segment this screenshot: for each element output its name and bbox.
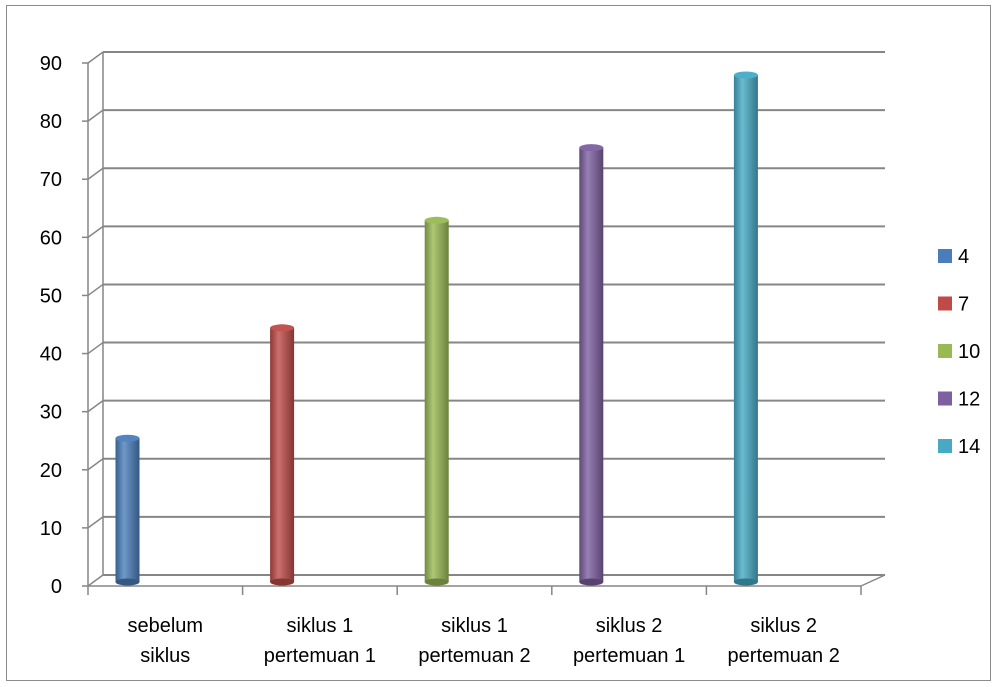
legend-item: 10 bbox=[938, 341, 980, 363]
gridline-depth bbox=[87, 109, 104, 122]
axes bbox=[82, 52, 886, 595]
legend-swatch bbox=[938, 391, 952, 406]
bar-top bbox=[424, 216, 449, 224]
bar-base bbox=[115, 578, 140, 586]
bar-body bbox=[115, 438, 140, 582]
x-tick-label: siklus 2 pertemuan 1 bbox=[573, 615, 685, 667]
legend-item: 14 bbox=[938, 436, 980, 458]
gridline-depth bbox=[87, 458, 104, 471]
legend-label: 10 bbox=[958, 341, 980, 363]
y-tick-label: 0 bbox=[51, 576, 62, 598]
bar-top bbox=[733, 71, 758, 79]
y-tick-label: 80 bbox=[40, 111, 62, 133]
x-axis-ticks: sebelum siklus siklus 1 pertemuan 1 siklus 1… bbox=[127, 615, 839, 667]
bar-body bbox=[733, 75, 758, 583]
legend-label: 4 bbox=[958, 246, 969, 268]
x-axis-depth-line bbox=[860, 574, 886, 587]
legend-label: 14 bbox=[958, 436, 980, 458]
y-tick-label: 90 bbox=[40, 53, 62, 75]
bar-body bbox=[424, 220, 449, 583]
gridlines bbox=[87, 51, 885, 587]
legend-swatch bbox=[938, 439, 952, 453]
y-tick-label: 20 bbox=[40, 460, 62, 482]
bar bbox=[579, 144, 604, 586]
x-tick-label: siklus 1 pertemuan 1 bbox=[264, 615, 376, 667]
bar-top bbox=[579, 144, 604, 152]
legend-item: 12 bbox=[938, 389, 980, 411]
bar-base bbox=[424, 578, 449, 586]
y-tick-label: 70 bbox=[40, 169, 62, 191]
bar-top bbox=[270, 324, 295, 332]
legend-item: 4 bbox=[938, 246, 969, 268]
bar-body bbox=[270, 327, 295, 582]
bar bbox=[115, 434, 140, 586]
bar bbox=[424, 216, 449, 586]
bar-base bbox=[733, 578, 758, 586]
y-axis-ticks: 0 10 20 30 40 50 60 70 80 90 bbox=[40, 53, 62, 598]
y-tick-label: 10 bbox=[40, 518, 62, 540]
bar bbox=[270, 324, 295, 586]
y-tick-label: 50 bbox=[40, 285, 62, 307]
bar-top bbox=[115, 434, 140, 442]
gridline-depth bbox=[87, 400, 104, 413]
gridline-depth bbox=[87, 225, 104, 238]
gridline-depth bbox=[87, 341, 104, 355]
gridline-depth bbox=[87, 516, 104, 529]
bar-body bbox=[579, 147, 604, 582]
x-tick-label: siklus 2 pertemuan 2 bbox=[728, 615, 840, 667]
y-tick-label: 30 bbox=[40, 402, 62, 424]
y-tick-label: 40 bbox=[40, 344, 62, 366]
gridline-depth bbox=[87, 574, 104, 587]
bar-base bbox=[579, 578, 604, 586]
bar-base bbox=[270, 578, 295, 586]
legend-swatch bbox=[938, 344, 952, 358]
bar bbox=[733, 71, 758, 586]
gridline-depth bbox=[87, 283, 104, 297]
legend-swatch bbox=[938, 296, 952, 311]
gridline-depth bbox=[87, 167, 104, 180]
y-tick-label: 60 bbox=[40, 227, 62, 249]
legend-item: 7 bbox=[938, 294, 969, 316]
legend: 4 7 10 12 14 bbox=[938, 246, 980, 458]
bars bbox=[115, 71, 758, 586]
x-tick-label: sebelum siklus bbox=[127, 615, 203, 667]
legend-label: 12 bbox=[958, 389, 980, 411]
legend-swatch bbox=[938, 249, 952, 263]
gridline-depth bbox=[87, 51, 104, 64]
x-tick-label: siklus 1 pertemuan 2 bbox=[418, 615, 530, 667]
legend-label: 7 bbox=[958, 294, 969, 316]
